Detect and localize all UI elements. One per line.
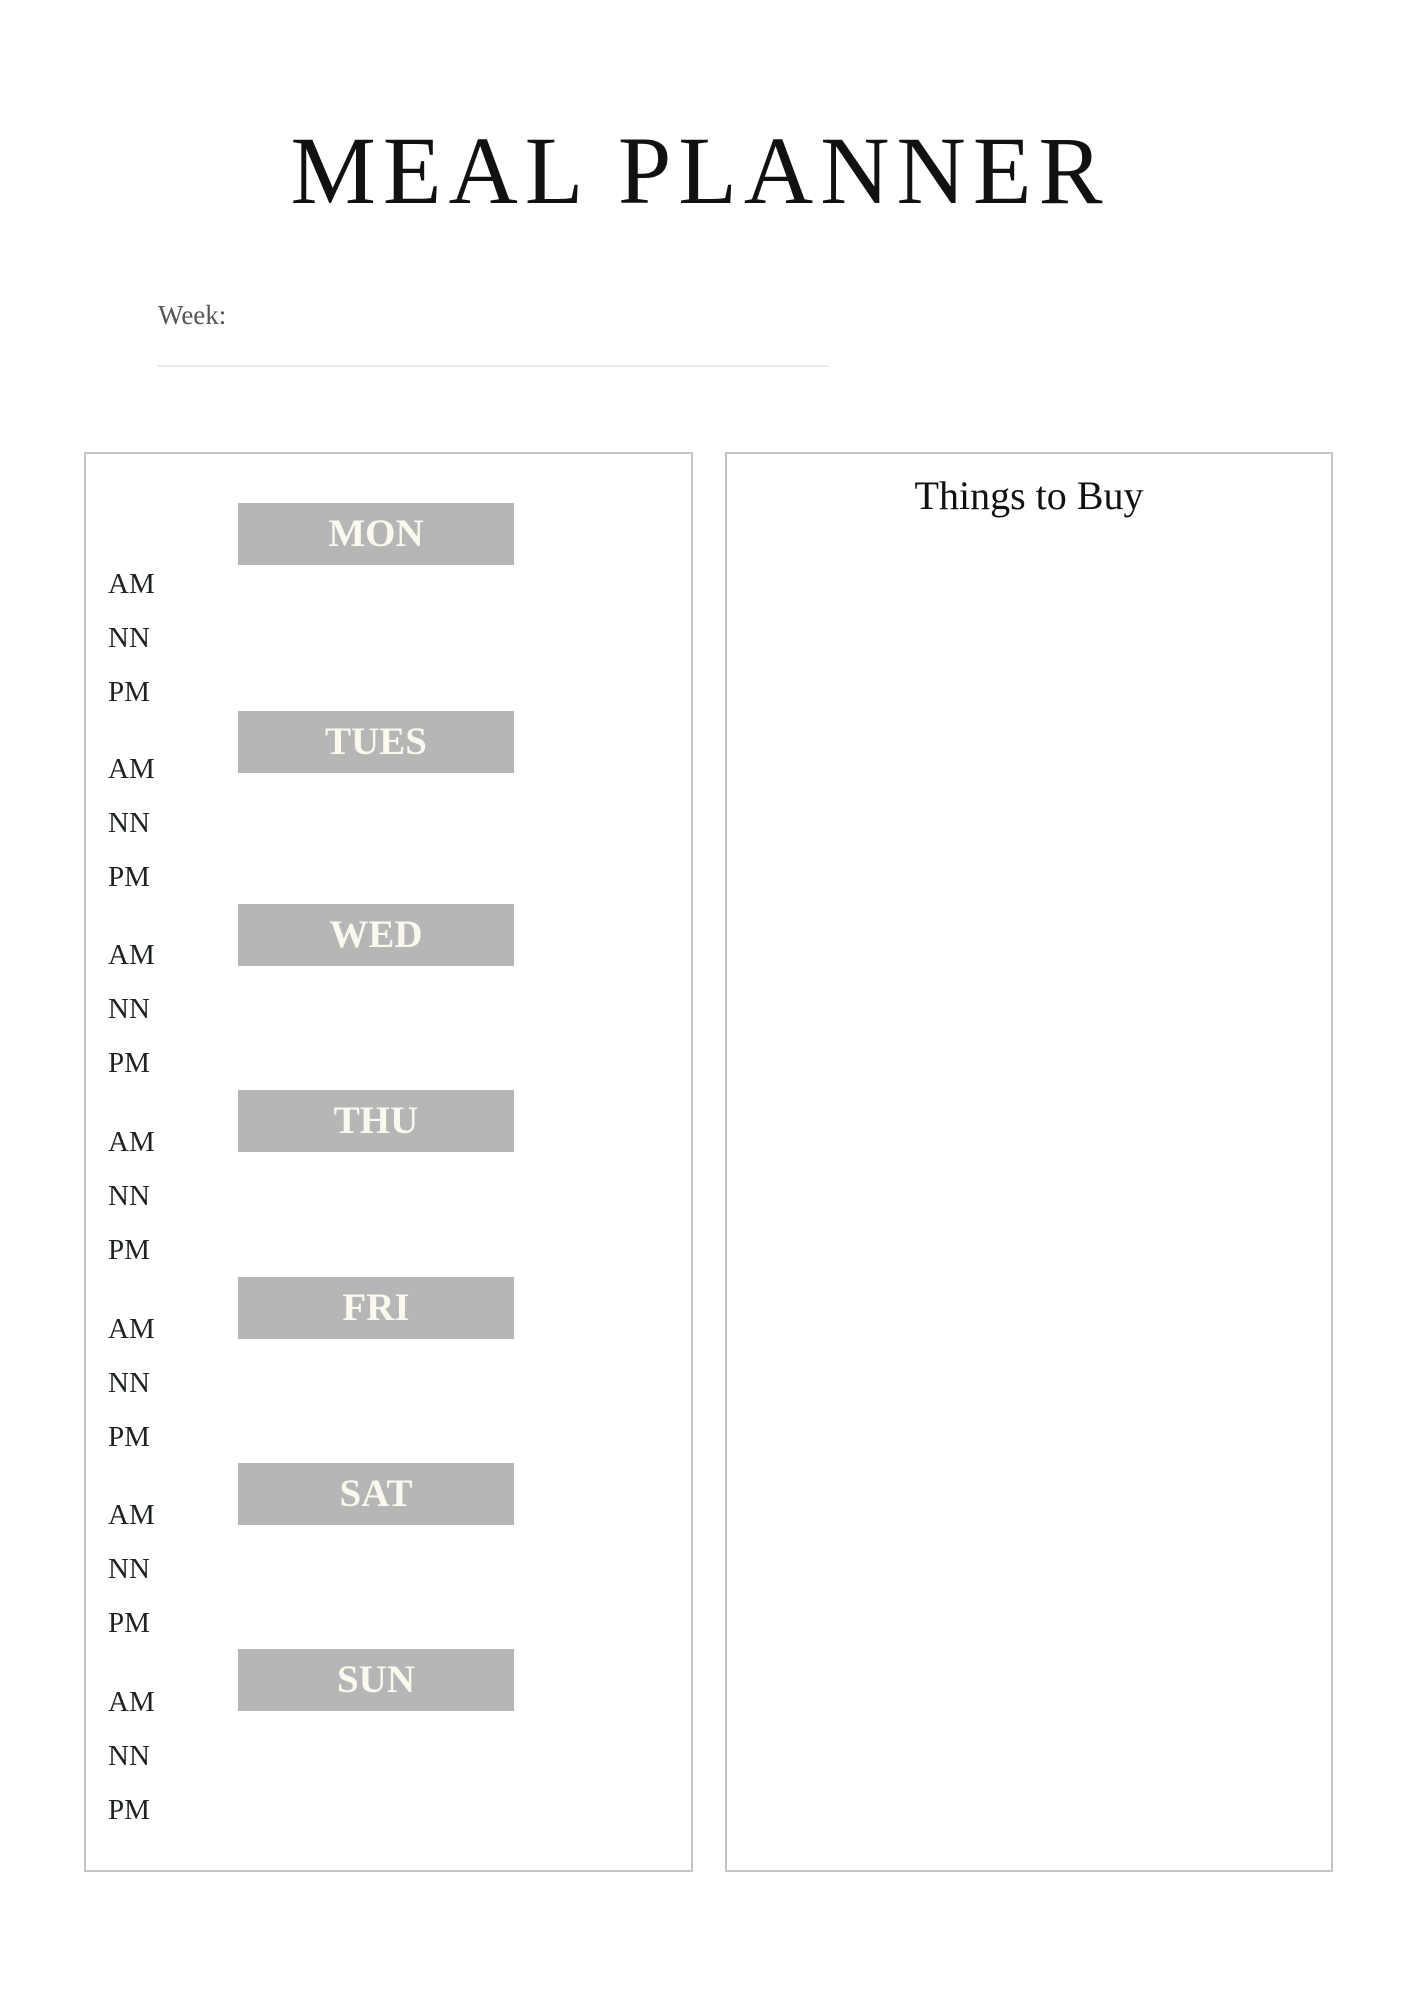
- weekly-meals-panel: [84, 452, 693, 1872]
- meal-label-am: AM: [108, 1313, 155, 1345]
- meal-label-am: AM: [108, 1499, 155, 1531]
- meal-label-nn: NN: [108, 1367, 150, 1399]
- meal-label-pm: PM: [108, 1234, 150, 1266]
- page-title: MEAL PLANNER: [290, 117, 1110, 224]
- things-to-buy-panel[interactable]: [725, 452, 1333, 1872]
- things-to-buy-title: Things to Buy: [914, 473, 1144, 518]
- day-header-thu: THU: [238, 1090, 514, 1152]
- day-header-sun: SUN: [238, 1649, 514, 1711]
- meal-label-am: AM: [108, 939, 155, 971]
- meal-label-nn: NN: [108, 1180, 150, 1212]
- meal-label-pm: PM: [108, 676, 150, 708]
- meal-label-nn: NN: [108, 1740, 150, 1772]
- meal-label-nn: NN: [108, 993, 150, 1025]
- meal-label-nn: NN: [108, 1553, 150, 1585]
- meal-label-am: AM: [108, 753, 155, 785]
- meal-label-am: AM: [108, 1126, 155, 1158]
- meal-label-nn: NN: [108, 622, 150, 654]
- meal-label-pm: PM: [108, 861, 150, 893]
- day-header-wed: WED: [238, 904, 514, 966]
- meal-label-pm: PM: [108, 1794, 150, 1826]
- day-header-fri: FRI: [238, 1277, 514, 1339]
- meal-label-pm: PM: [108, 1421, 150, 1453]
- meal-label-pm: PM: [108, 1607, 150, 1639]
- week-input-line[interactable]: [158, 365, 829, 367]
- meal-label-pm: PM: [108, 1047, 150, 1079]
- day-header-mon: MON: [238, 503, 514, 565]
- meal-label-am: AM: [108, 1686, 155, 1718]
- meal-label-nn: NN: [108, 807, 150, 839]
- meal-label-am: AM: [108, 568, 155, 600]
- day-header-tues: TUES: [238, 711, 514, 773]
- day-header-sat: SAT: [238, 1463, 514, 1525]
- week-label: Week:: [158, 300, 227, 330]
